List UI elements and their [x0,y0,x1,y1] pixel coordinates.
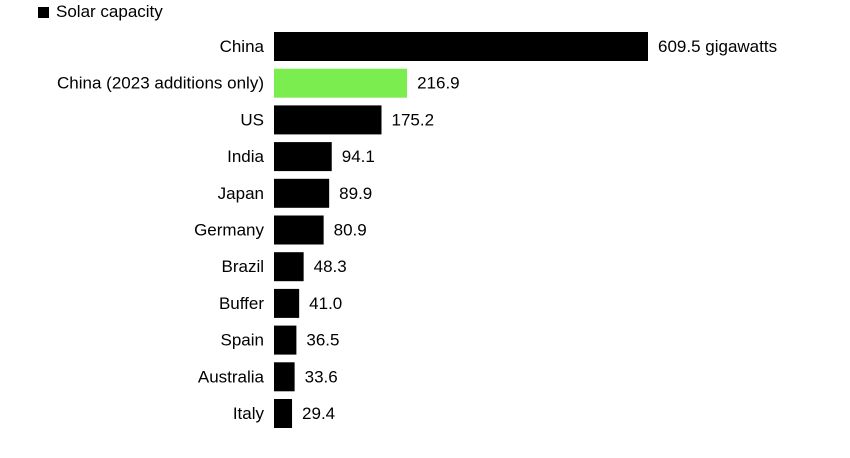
value-label-germany: 80.9 [334,221,367,240]
value-label-japan: 89.9 [339,184,372,203]
value-label-australia: 33.6 [305,367,338,386]
value-label-brazil: 48.3 [314,257,347,276]
bar-australia [274,362,295,392]
bar-italy [274,399,293,428]
category-label-italy: Italy [233,404,265,423]
value-label-us: 175.2 [392,110,435,129]
bar-china-2023-additions-only [274,68,408,98]
category-label-australia: Australia [198,367,265,386]
bar-china [274,32,648,61]
bar-germany [274,215,324,245]
bar-spain [274,325,297,355]
category-label-china-2023-additions-only: China (2023 additions only) [57,74,264,93]
bar-us [274,105,382,135]
bar-japan [274,178,330,208]
value-label-spain: 36.5 [306,331,339,350]
bar-india [274,142,332,172]
category-label-japan: Japan [218,184,264,203]
category-label-india: India [227,147,264,166]
value-label-italy: 29.4 [302,404,335,423]
value-label-china: 609.5 gigawatts [658,37,777,56]
category-label-us: US [240,110,264,129]
legend-swatch [38,6,49,18]
category-label-spain: Spain [221,331,264,350]
category-label-brazil: Brazil [221,257,264,276]
bar-buffer [274,288,300,318]
value-label-india: 94.1 [342,147,375,166]
value-label-buffer: 41.0 [309,294,342,313]
chart-legend: Solar capacity [38,1,163,23]
category-label-buffer: Buffer [219,294,264,313]
value-label-china-2023-additions-only: 216.9 [417,74,460,93]
legend-label: Solar capacity [56,2,163,21]
category-label-germany: Germany [194,221,264,240]
bar-brazil [274,252,304,282]
category-label-china: China [220,37,265,56]
